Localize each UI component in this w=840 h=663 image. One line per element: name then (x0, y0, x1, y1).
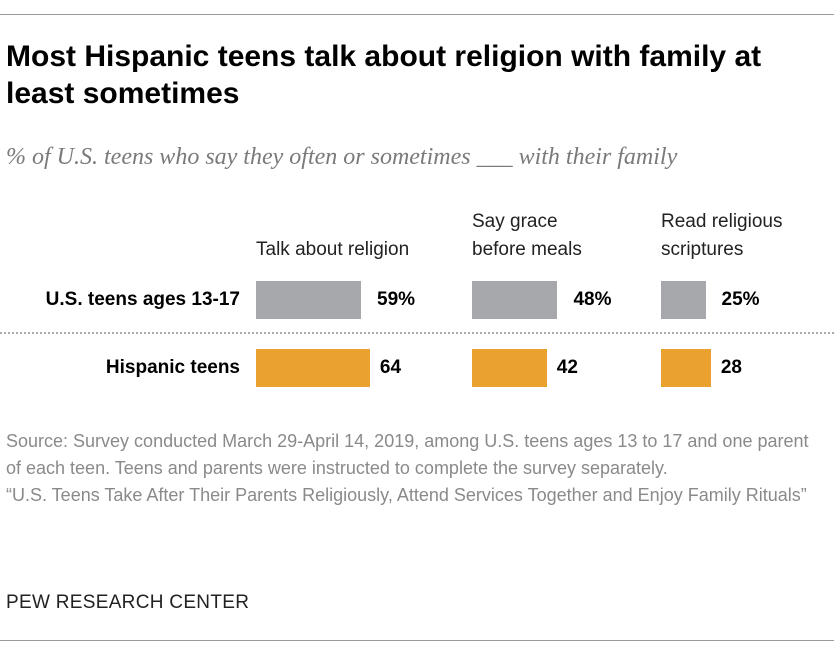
bar (472, 281, 558, 319)
pew-credit: PEW RESEARCH CENTER (6, 592, 250, 613)
data-label: 42 (556, 357, 578, 378)
data-label: 64 (379, 357, 402, 378)
report-title: “U.S. Teens Take After Their Parents Rel… (6, 485, 807, 505)
column-header: Talk about religion (256, 239, 410, 260)
column-header: Read religious scriptures (661, 211, 783, 260)
bar (256, 349, 370, 387)
row-label: Hispanic teens (105, 357, 240, 378)
bottom-rule (0, 640, 834, 641)
bar (472, 349, 547, 387)
data-label: 59% (377, 289, 416, 310)
source-text: Source: Survey conducted March 29-April … (6, 431, 809, 478)
bar (256, 281, 362, 319)
data-label: 28 (720, 357, 742, 378)
data-label: 25% (721, 289, 760, 310)
bar (661, 281, 706, 319)
row-divider (0, 332, 834, 334)
chart-subtitle: % of U.S. teens who say they often or so… (6, 144, 678, 170)
row-label: U.S. teens ages 13-17 (45, 289, 240, 310)
data-label: 48% (573, 289, 612, 310)
top-rule (0, 14, 834, 15)
chart-title: Most Hispanic teens talk about religion … (6, 40, 762, 110)
bar (661, 349, 711, 387)
source-note: Source: Survey conducted March 29-April … (6, 428, 826, 509)
column-header: Say grace before meals (472, 211, 582, 260)
